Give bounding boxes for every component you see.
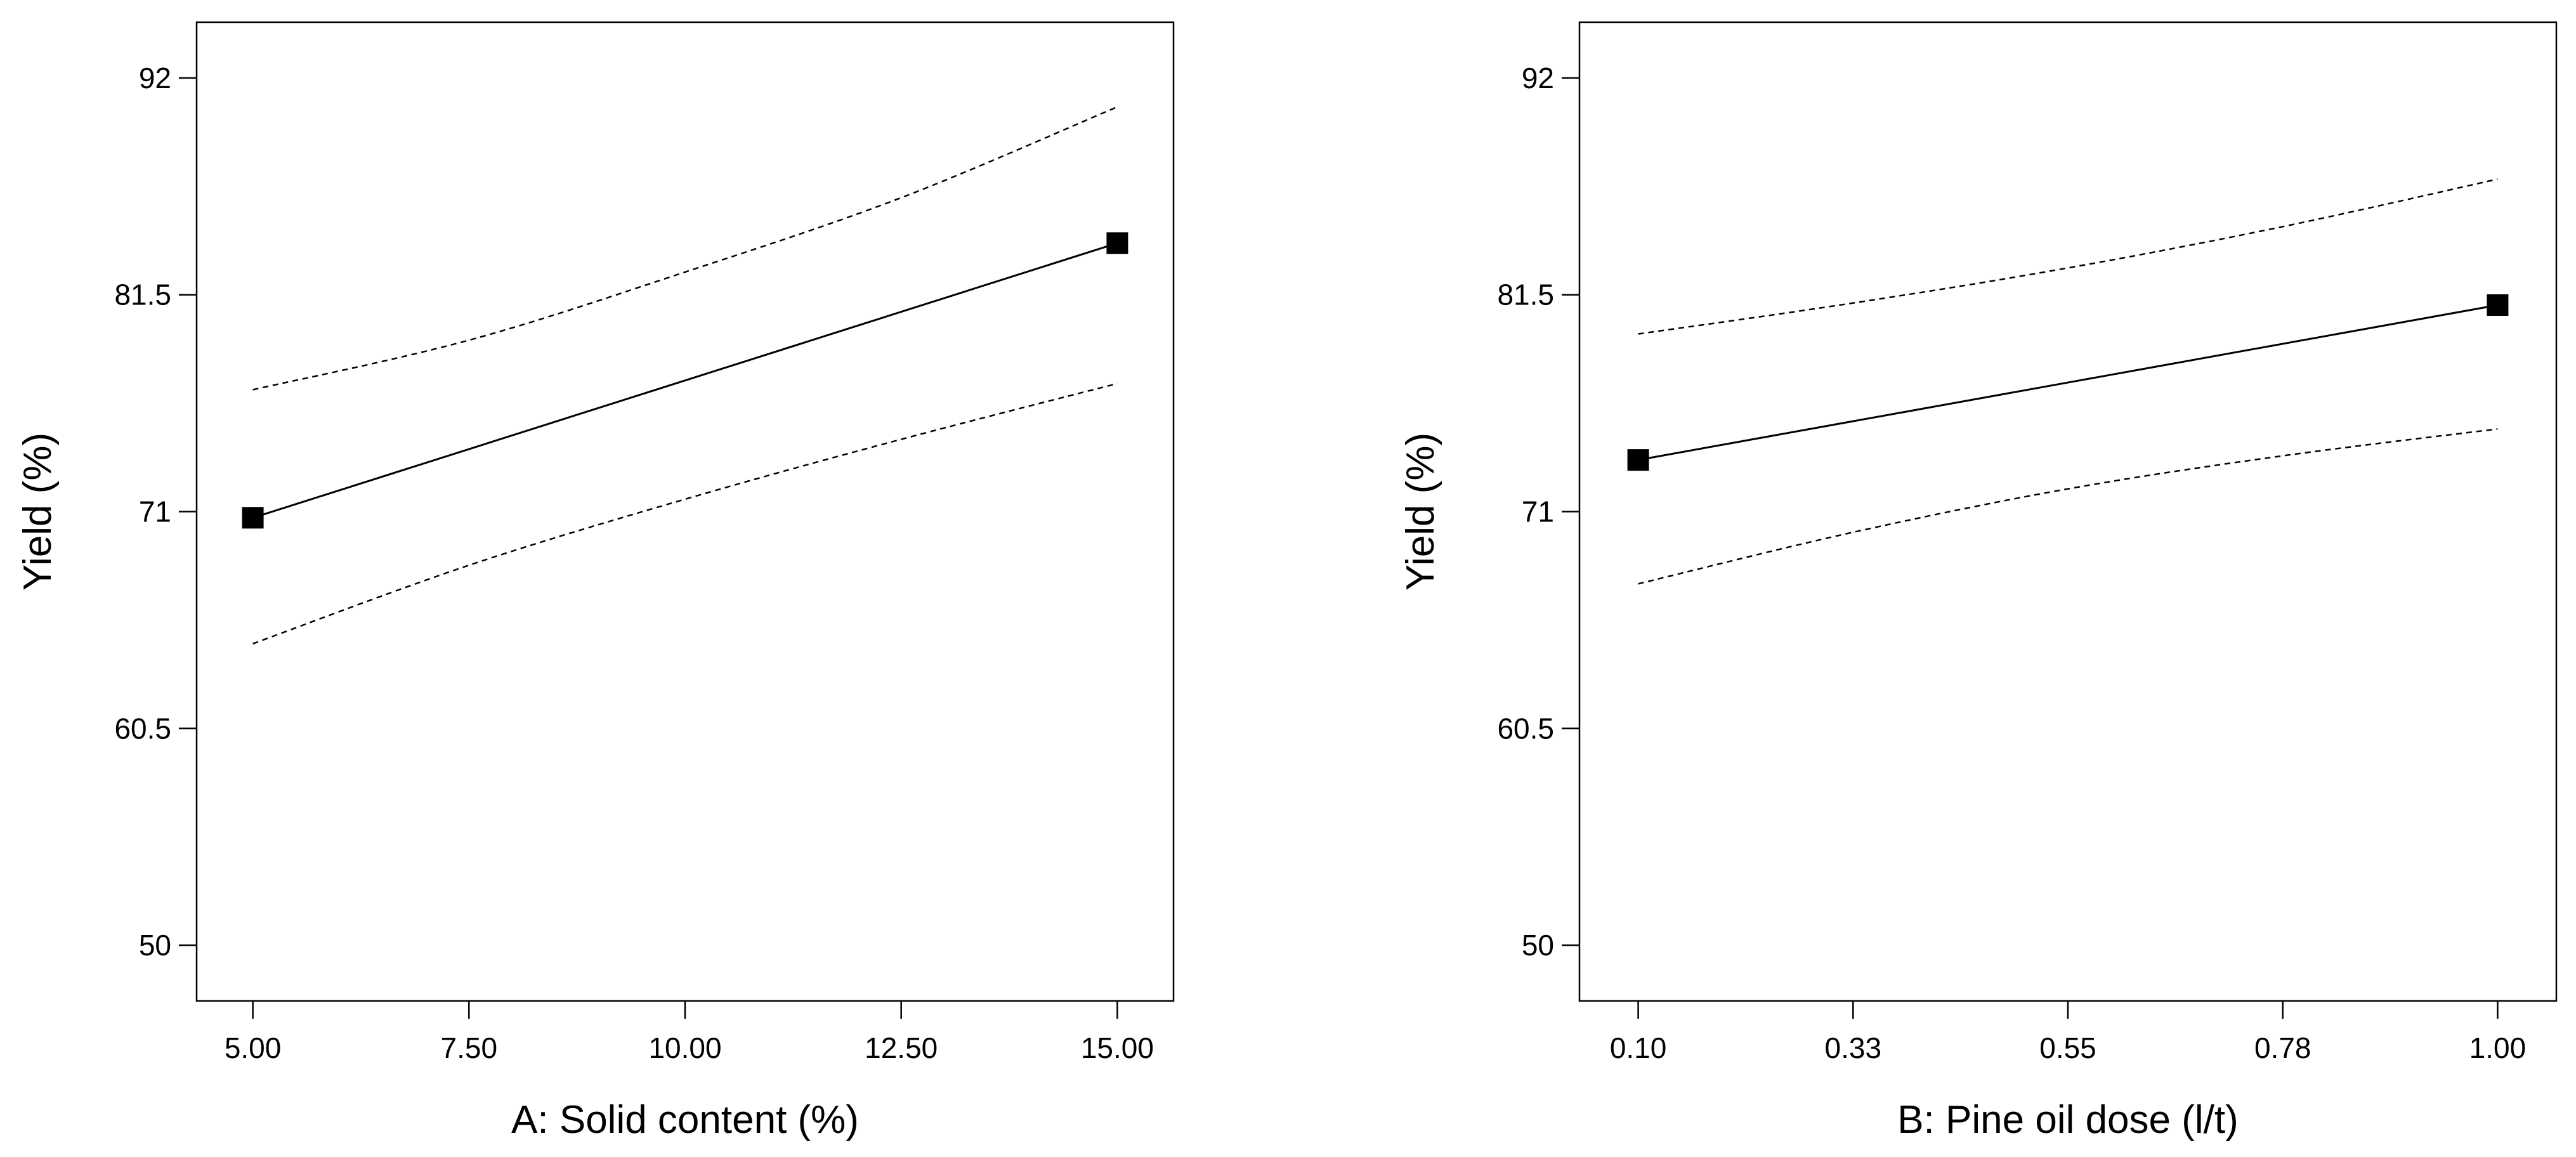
data-point-marker: [1106, 232, 1128, 254]
chart-panel-a: 50 60.5 71 81.5 92 5.00 7.50 10.00 12.50 15.00 A: …: [16, 21, 1175, 1142]
plot-frame: [1578, 21, 2558, 1002]
x-axis-title: B: Pine oil dose (l/t): [1897, 1098, 2239, 1142]
x-tick-label: 0.10: [1610, 1031, 1667, 1064]
y-tick-label: 92: [139, 62, 171, 95]
confidence-band-line: [252, 106, 1118, 391]
y-axis-title: Yield (%): [1399, 433, 1442, 591]
y-tick-label: 60.5: [1497, 712, 1554, 745]
data-point-marker: [2487, 294, 2509, 316]
x-tick-label: 0.33: [1825, 1031, 1882, 1064]
x-tick-label: 0.55: [2039, 1031, 2096, 1064]
predicted-yield-line: [1638, 304, 2498, 461]
chart-panel-b: 50 60.5 71 81.5 92 0.10 0.33 0.55 0.78 1.00 B: Pin…: [1399, 21, 2558, 1142]
x-axis-title: A: Solid content (%): [511, 1098, 859, 1142]
predicted-yield-line: [252, 242, 1118, 519]
data-point-marker: [242, 507, 264, 529]
y-tick-label: 50: [139, 929, 171, 962]
confidence-band-line: [252, 382, 1118, 644]
y-tick-label: 50: [1522, 929, 1554, 962]
plot-frame: [195, 21, 1175, 1002]
confidence-band-line: [1638, 428, 2498, 585]
x-tick-label: 0.78: [2254, 1031, 2311, 1064]
data-point-marker: [1627, 449, 1649, 471]
y-tick-label: 71: [139, 495, 171, 528]
y-tick-label: 71: [1522, 495, 1554, 528]
y-tick-label: 60.5: [114, 712, 171, 745]
confidence-band-line: [1638, 178, 2498, 335]
y-axis-title: Yield (%): [16, 433, 60, 591]
x-tick-label: 5.00: [225, 1031, 282, 1064]
y-tick-label: 92: [1522, 62, 1554, 95]
y-tick-label: 81.5: [114, 278, 171, 311]
x-tick-label: 15.00: [1081, 1031, 1154, 1064]
x-tick-label: 7.50: [441, 1031, 498, 1064]
y-tick-label: 81.5: [1497, 278, 1554, 311]
x-tick-label: 1.00: [2469, 1031, 2527, 1064]
x-tick-label: 12.50: [865, 1031, 938, 1064]
x-tick-label: 10.00: [648, 1031, 721, 1064]
